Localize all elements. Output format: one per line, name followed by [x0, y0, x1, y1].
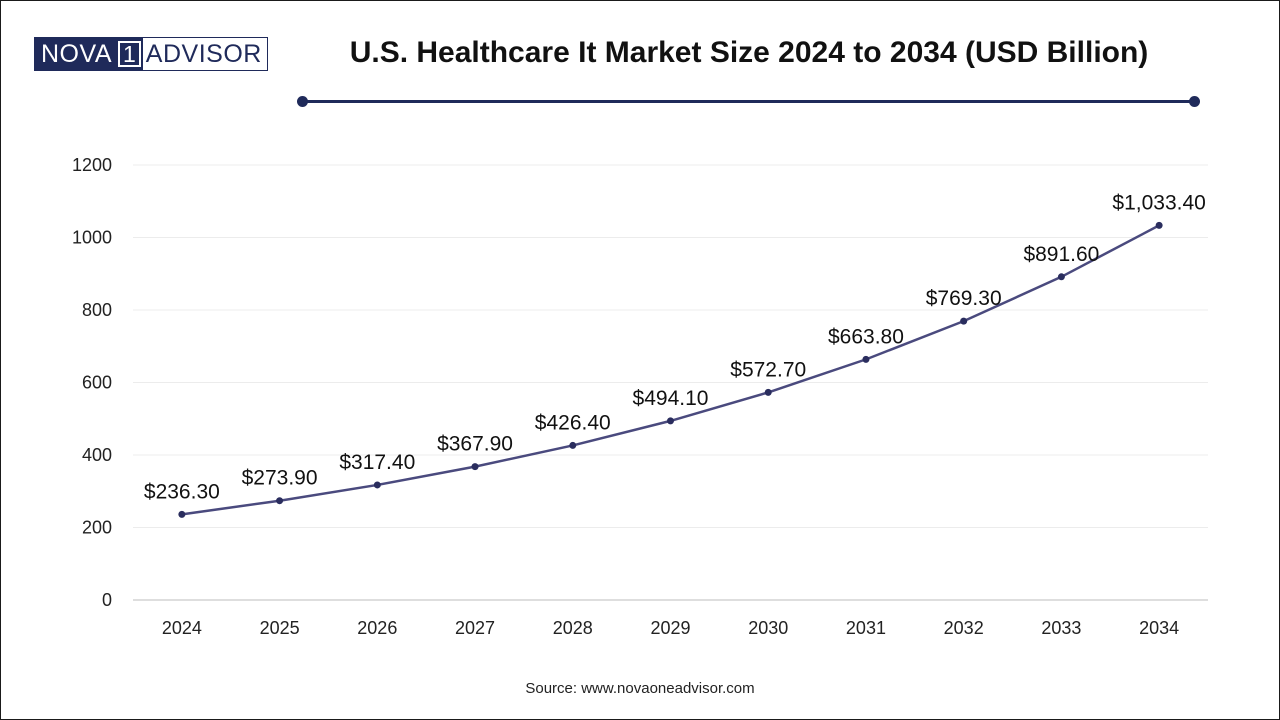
y-tick-label: 0: [102, 590, 112, 610]
logo-text-advisor: ADVISOR: [142, 38, 267, 70]
y-tick-label: 800: [82, 300, 112, 320]
y-tick-label: 1000: [72, 228, 112, 248]
data-point: [862, 355, 870, 363]
x-tick-label: 2026: [357, 618, 397, 638]
data-point: [667, 417, 674, 425]
data-point: [1057, 273, 1065, 281]
data-label: $663.80: [828, 325, 904, 348]
y-tick-label: 200: [82, 518, 112, 538]
data-point: [1155, 221, 1163, 229]
data-point: [960, 317, 968, 325]
x-tick-label: 2032: [944, 618, 984, 638]
x-tick-label: 2031: [846, 618, 886, 638]
x-tick-label: 2030: [748, 618, 788, 638]
data-point: [471, 463, 479, 471]
data-point: [178, 510, 186, 518]
data-point: [569, 441, 577, 449]
data-label: $367.90: [437, 433, 513, 456]
x-tick-label: 2033: [1041, 618, 1081, 638]
series-line: [181, 224, 1160, 516]
logo-text-nova: NOVA: [35, 38, 116, 70]
title-underline: [303, 100, 1195, 103]
data-label: $572.70: [730, 358, 806, 381]
y-tick-label: 400: [82, 445, 112, 465]
y-axis-tick-labels: 0 200 400 600 800 1000 1200: [72, 155, 112, 610]
logo-one-box: 1: [118, 41, 141, 67]
data-label: $273.90: [242, 467, 318, 490]
y-tick-label: 600: [82, 373, 112, 393]
data-point: [764, 388, 772, 396]
chart-title: U.S. Healthcare It Market Size 2024 to 2…: [349, 36, 1149, 69]
x-tick-label: 2024: [162, 618, 202, 638]
logo-text-one: 1: [116, 38, 143, 70]
data-label: $769.30: [926, 287, 1002, 310]
data-label: $317.40: [339, 451, 415, 474]
data-label: $426.40: [535, 411, 611, 434]
data-point: [373, 481, 381, 489]
y-tick-label: 1200: [72, 155, 112, 175]
data-label: $494.10: [633, 387, 709, 410]
title-underline-left-dot: [297, 96, 308, 107]
x-axis-tick-labels: 2024 2025 2026 2027 2028 2029 2030 2031 2032 2033…: [162, 618, 1179, 638]
data-label: $891.60: [1023, 243, 1099, 266]
brand-logo: NOVA 1 ADVISOR: [34, 37, 268, 71]
x-tick-label: 2034: [1139, 618, 1179, 638]
data-label: $236.30: [144, 480, 220, 503]
gridlines: [133, 164, 1208, 528]
x-tick-label: 2029: [650, 618, 690, 638]
x-tick-label: 2028: [553, 618, 593, 638]
x-tick-label: 2025: [260, 618, 300, 638]
title-underline-right-dot: [1189, 96, 1200, 107]
x-tick-label: 2027: [455, 618, 495, 638]
data-points: [178, 221, 1163, 518]
source-note: Source: www.novaoneadvisor.com: [525, 680, 755, 697]
data-label: $1,033.40: [1112, 191, 1205, 214]
data-point: [276, 497, 284, 505]
data-labels: $236.30 $273.90 $317.40 $367.90 $426.40 $494.…: [144, 191, 1206, 503]
